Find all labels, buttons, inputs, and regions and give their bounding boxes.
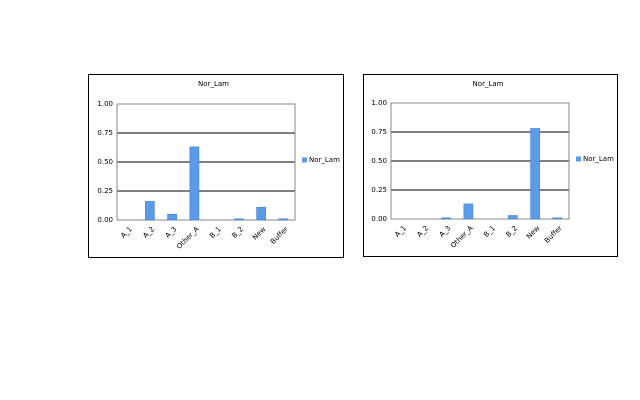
bar <box>234 218 244 221</box>
y-tick-label: 0.25 <box>371 186 387 194</box>
y-tick-label: 0.50 <box>371 157 387 165</box>
legend-label: Nor_Lam <box>583 155 614 163</box>
y-tick-label: 0.00 <box>371 215 387 223</box>
chart-title: Nor_Lam <box>473 80 504 88</box>
bar <box>256 206 266 221</box>
y-tick-label: 0.75 <box>371 128 387 136</box>
bar <box>145 201 155 221</box>
bar <box>530 128 540 220</box>
y-tick-label: 0.25 <box>97 187 113 195</box>
y-tick-label: 0.50 <box>97 158 113 166</box>
bar <box>189 146 200 221</box>
bar <box>167 213 177 221</box>
chart-frame <box>363 74 618 257</box>
bar <box>552 217 563 220</box>
plot-area <box>390 102 570 220</box>
bar <box>441 217 451 220</box>
y-tick-label: 1.00 <box>97 100 113 108</box>
plot-area <box>116 103 296 221</box>
bar <box>278 218 289 221</box>
y-tick-label: 1.00 <box>371 99 387 107</box>
chart-frame <box>88 74 344 258</box>
bar <box>508 215 518 220</box>
legend-swatch <box>302 157 307 163</box>
bar <box>463 203 474 220</box>
legend-swatch <box>576 156 581 162</box>
y-tick-label: 0.00 <box>97 216 113 224</box>
y-tick-label: 0.75 <box>97 129 113 137</box>
chart-title: Nor_Lam <box>198 80 229 88</box>
legend-label: Nor_Lam <box>309 156 340 164</box>
